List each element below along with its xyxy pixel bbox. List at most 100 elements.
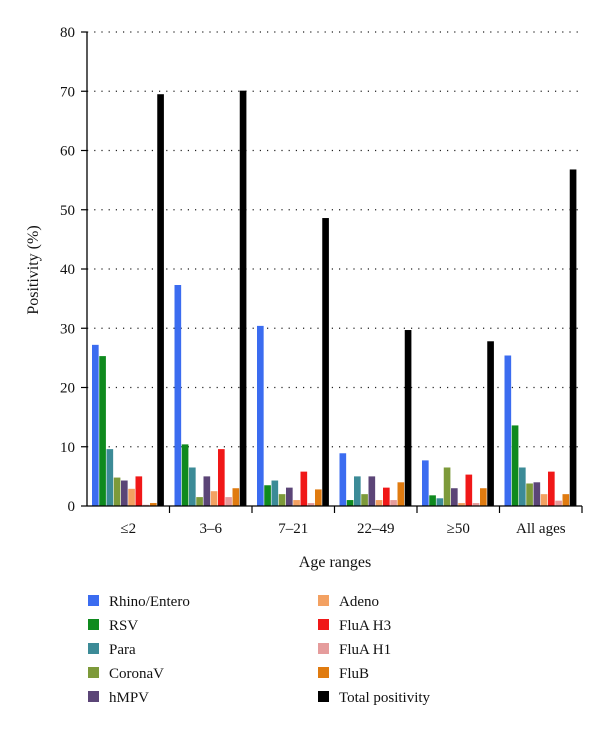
bar bbox=[300, 471, 308, 506]
bar bbox=[397, 482, 405, 506]
bars bbox=[92, 90, 577, 507]
bar bbox=[569, 169, 577, 506]
bar bbox=[533, 482, 541, 506]
bar bbox=[354, 476, 361, 507]
bar bbox=[92, 344, 99, 506]
x-axis-ticks: ≤2 3–6 7–21 22–49 ≥50 All ages bbox=[120, 506, 583, 537]
legend-item: Adeno bbox=[318, 594, 379, 610]
bar bbox=[106, 449, 114, 506]
bar bbox=[225, 497, 232, 506]
legend-label: Total positivity bbox=[339, 690, 431, 706]
bar bbox=[315, 489, 322, 506]
legend-item: Total positivity bbox=[318, 690, 431, 706]
legend-item: hMPV bbox=[88, 690, 149, 706]
bar bbox=[218, 449, 225, 506]
bar bbox=[472, 503, 480, 506]
legend: Rhino/Entero RSV Para CoronaV hMPV Adeno FluA … bbox=[88, 594, 431, 706]
y-tick-label: 0 bbox=[68, 499, 76, 515]
bar bbox=[443, 467, 451, 506]
bar bbox=[257, 325, 264, 506]
bar bbox=[157, 94, 164, 507]
bar bbox=[278, 494, 286, 506]
legend-label: hMPV bbox=[109, 690, 149, 706]
bar bbox=[293, 500, 300, 506]
x-tick-label: ≥50 bbox=[447, 521, 470, 537]
x-axis-title: Age ranges bbox=[299, 554, 371, 571]
bar bbox=[232, 488, 240, 506]
bar bbox=[135, 476, 143, 507]
bar bbox=[150, 503, 157, 506]
bar bbox=[128, 488, 135, 506]
bar bbox=[548, 471, 555, 506]
y-tick-label: 10 bbox=[60, 440, 75, 456]
legend-item: Para bbox=[88, 642, 136, 658]
bar bbox=[422, 460, 429, 506]
legend-label: CoronaV bbox=[109, 666, 164, 682]
bar bbox=[271, 480, 279, 506]
legend-swatch bbox=[318, 667, 329, 678]
bar bbox=[286, 487, 293, 506]
bar bbox=[121, 480, 128, 506]
bar bbox=[375, 500, 383, 506]
bar bbox=[555, 500, 562, 506]
legend-item: FluA H1 bbox=[318, 642, 391, 658]
y-axis-ticks: 0 10 20 30 40 50 60 70 80 bbox=[60, 25, 87, 515]
bar bbox=[436, 498, 444, 506]
bar bbox=[526, 483, 533, 506]
legend-label: FluB bbox=[339, 666, 369, 682]
x-tick-label: 3–6 bbox=[200, 521, 223, 537]
legend-label: FluA H1 bbox=[339, 642, 391, 658]
bar bbox=[322, 218, 329, 507]
bar bbox=[210, 491, 218, 506]
bar bbox=[390, 500, 397, 506]
legend-item: CoronaV bbox=[88, 666, 164, 682]
bar bbox=[361, 494, 368, 506]
bar bbox=[203, 476, 211, 507]
bar bbox=[562, 494, 570, 506]
bar bbox=[99, 356, 106, 506]
legend-label: Para bbox=[109, 642, 136, 658]
bar bbox=[465, 474, 473, 506]
bar bbox=[189, 467, 196, 506]
legend-swatch bbox=[318, 595, 329, 606]
x-tick-label: ≤2 bbox=[120, 521, 136, 537]
bar bbox=[239, 90, 247, 506]
bar bbox=[540, 494, 548, 506]
bar bbox=[458, 503, 465, 506]
y-tick-label: 80 bbox=[60, 25, 75, 41]
bar bbox=[346, 500, 354, 506]
legend-item: FluA H3 bbox=[318, 618, 391, 634]
legend-swatch bbox=[318, 643, 329, 654]
legend-swatch bbox=[88, 667, 99, 678]
bar bbox=[196, 497, 203, 506]
x-tick-label: All ages bbox=[516, 521, 566, 537]
legend-label: Rhino/Entero bbox=[109, 594, 190, 610]
x-tick-label: 7–21 bbox=[278, 521, 308, 537]
bar bbox=[174, 285, 182, 506]
bar bbox=[429, 495, 436, 506]
legend-label: Adeno bbox=[339, 594, 379, 610]
bar bbox=[264, 485, 271, 506]
y-tick-label: 50 bbox=[60, 203, 75, 219]
bar bbox=[487, 341, 494, 506]
legend-swatch bbox=[88, 595, 99, 606]
legend-swatch bbox=[318, 691, 329, 702]
legend-item: FluB bbox=[318, 666, 369, 682]
y-tick-label: 60 bbox=[60, 144, 75, 160]
y-axis-title: Positivity (%) bbox=[25, 225, 42, 314]
bar bbox=[480, 488, 487, 506]
y-tick-label: 30 bbox=[60, 321, 75, 337]
legend-swatch bbox=[88, 691, 99, 702]
legend-item: Rhino/Entero bbox=[88, 594, 190, 610]
bar bbox=[451, 488, 458, 506]
bar bbox=[504, 355, 512, 506]
legend-label: FluA H3 bbox=[339, 618, 391, 634]
y-tick-label: 40 bbox=[60, 262, 75, 278]
y-tick-label: 70 bbox=[60, 84, 75, 100]
legend-swatch bbox=[88, 643, 99, 654]
legend-item: RSV bbox=[88, 618, 138, 634]
bar bbox=[404, 330, 412, 506]
legend-label: RSV bbox=[109, 618, 138, 634]
